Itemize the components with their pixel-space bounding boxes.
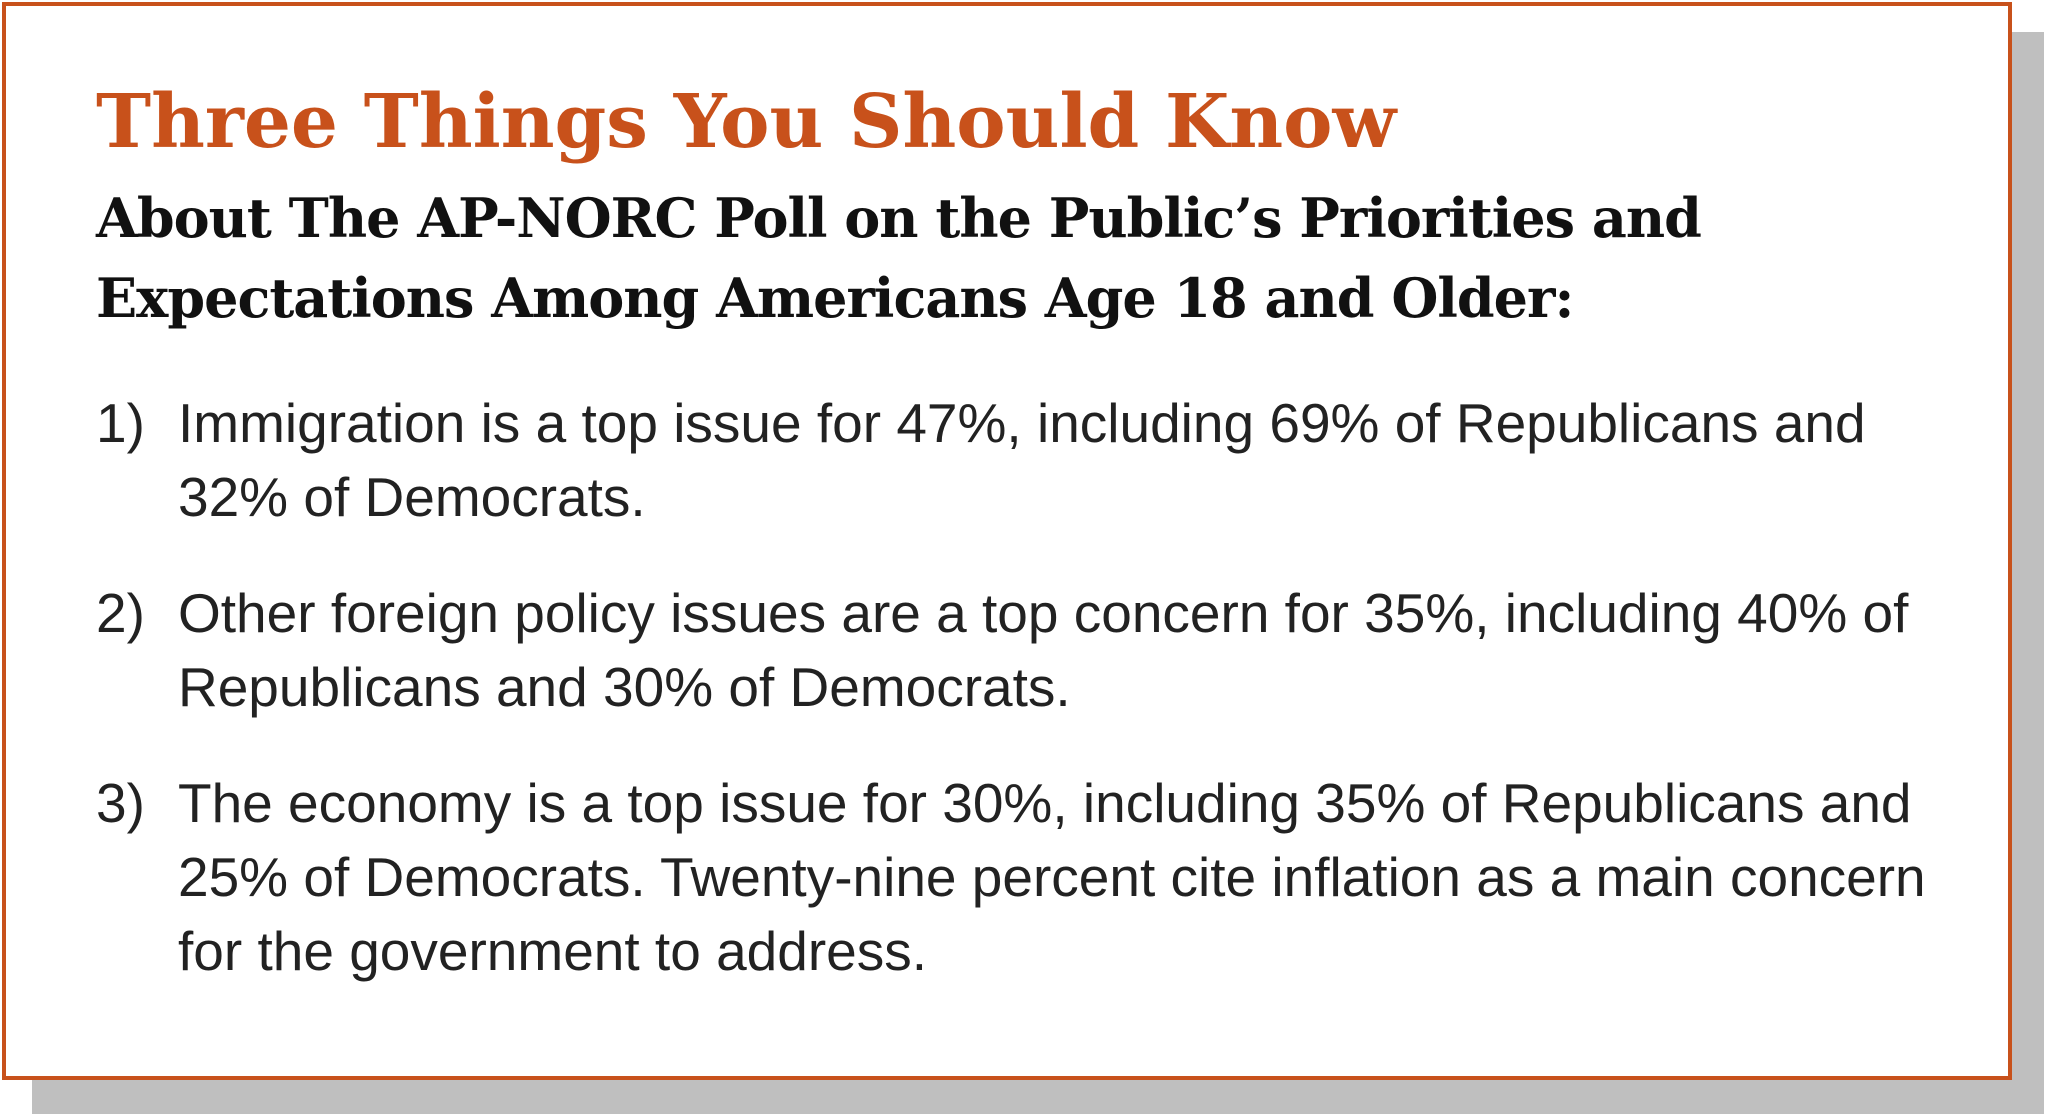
info-card: Three Things You Should Know About The A…: [2, 2, 2012, 1080]
fact-item-2: 2) Other foreign policy issues are a top…: [96, 576, 1976, 724]
card-subtitle: About The AP-NORC Poll on the Public’s P…: [96, 186, 1702, 330]
fact-number: 2): [96, 582, 145, 644]
fact-text: Other foreign policy issues are a top co…: [178, 582, 1909, 718]
fact-number: 1): [96, 392, 145, 454]
fact-number: 3): [96, 772, 145, 834]
fact-text: Immigration is a top issue for 47%, incl…: [178, 392, 1866, 528]
card-title: Three Things You Should Know: [96, 79, 1397, 165]
facts-list: 1) Immigration is a top issue for 47%, i…: [96, 386, 1976, 1030]
fact-item-3: 3) The economy is a top issue for 30%, i…: [96, 766, 1976, 988]
fact-text: The economy is a top issue for 30%, incl…: [178, 772, 1926, 982]
fact-item-1: 1) Immigration is a top issue for 47%, i…: [96, 386, 1976, 534]
